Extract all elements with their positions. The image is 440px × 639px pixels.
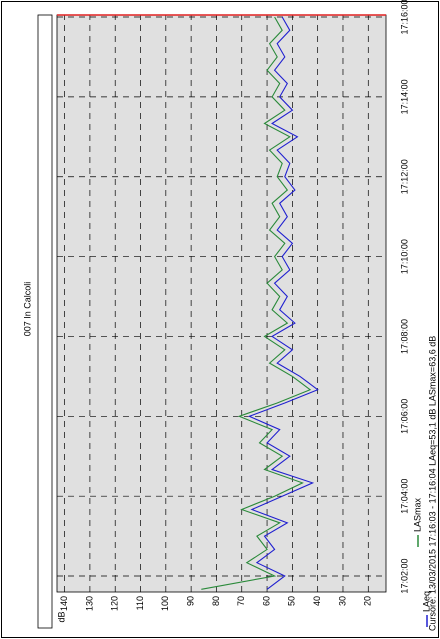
y-tick-label: 50 <box>287 596 297 606</box>
y-tick-label: 30 <box>337 596 347 606</box>
x-tick-label: 17:08:00 <box>399 319 409 354</box>
y-tick-label: 140 <box>59 596 69 611</box>
x-tick-label: 17:10:00 <box>399 239 409 274</box>
y-tick-label: 120 <box>110 596 120 611</box>
y-tick-label: 80 <box>211 596 221 606</box>
x-tick-label: 17:16:00 <box>399 0 409 35</box>
y-axis-label: dB <box>56 611 66 622</box>
x-tick-label: 17:04:00 <box>399 479 409 514</box>
y-tick-label: 90 <box>186 596 196 606</box>
y-tick-label: 20 <box>363 596 373 606</box>
y-tick-label: 130 <box>84 596 94 611</box>
y-tick-label: 40 <box>312 596 322 606</box>
y-tick-label: 110 <box>135 596 145 610</box>
y-tick-label: 100 <box>160 596 170 611</box>
legend-label: LAeq <box>421 591 431 612</box>
y-tick-label: 60 <box>261 596 271 606</box>
chart-title: 007 In Calcoli <box>22 282 32 337</box>
x-tick-label: 17:02:00 <box>399 559 409 594</box>
plot-area <box>56 14 387 593</box>
footer: Cursore: 13/03/2015 17:16:03 - 17:16:04 … <box>427 336 437 631</box>
series-line <box>201 16 312 590</box>
title-box <box>37 14 53 629</box>
y-tick-label: 70 <box>236 596 246 606</box>
legend-label: LASmax <box>412 497 422 532</box>
rotated-chart: 007 In Calcoli dB Cursore: 13/03/2015 17… <box>22 0 437 631</box>
x-tick-label: 17:12:00 <box>399 159 409 194</box>
series-line <box>247 16 319 590</box>
x-tick-label: 17:06:00 <box>399 399 409 434</box>
x-tick-label: 17:14:00 <box>399 79 409 114</box>
